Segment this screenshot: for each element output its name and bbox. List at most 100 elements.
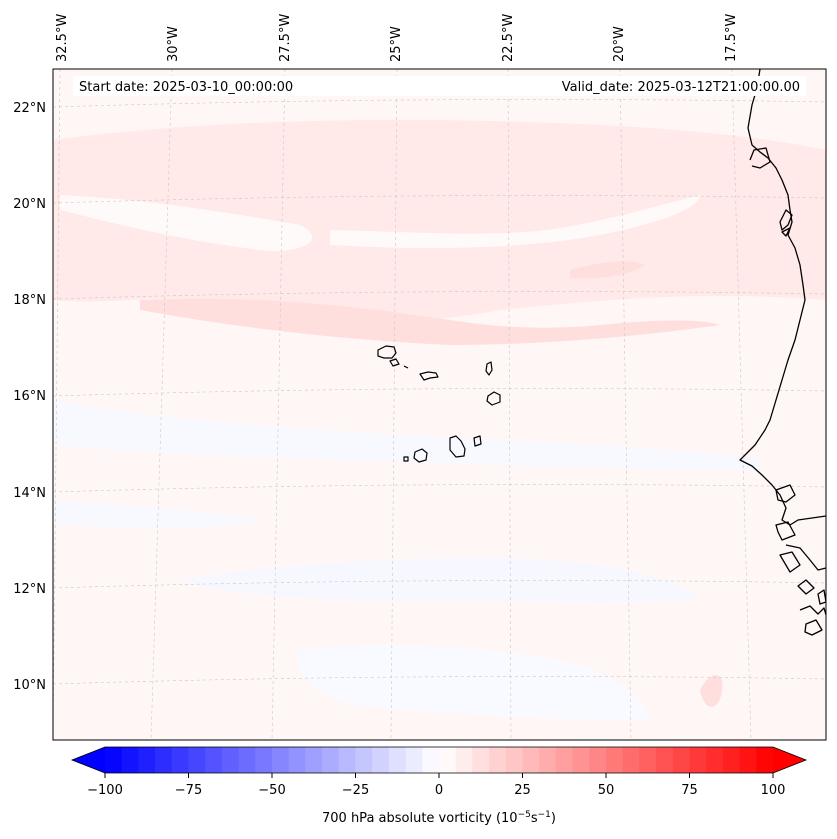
- lon-label: 25°W: [389, 26, 404, 62]
- colorbar-tick-label: −25: [342, 783, 369, 798]
- african-coastline: [739, 69, 826, 526]
- colorbar-segment: [689, 747, 707, 773]
- colorbar-segment: [305, 747, 323, 773]
- lat-label: 12°N: [13, 582, 46, 597]
- island-santa-luzia: [403, 365, 409, 369]
- colorbar-segment: [121, 747, 139, 773]
- gridline-lon: [507, 69, 512, 740]
- vorticity-negative-region: [297, 644, 650, 720]
- island-sao-nicolau: [419, 371, 439, 381]
- gridline-lat: [53, 484, 826, 493]
- colorbar-tick-label: 75: [681, 783, 698, 798]
- lat-label: 14°N: [13, 486, 46, 501]
- colorbar-tick-label: −50: [258, 783, 285, 798]
- colorbar-tick-label: −75: [175, 783, 202, 798]
- colorbar-segment: [439, 747, 457, 773]
- colorbar-segment: [455, 747, 473, 773]
- vorticity-negative-region: [180, 558, 700, 603]
- gridline-lon: [150, 69, 173, 740]
- lat-label: 10°N: [13, 678, 46, 693]
- colorbar-segment: [355, 747, 373, 773]
- colorbar-segment: [238, 747, 256, 773]
- colorbar-segment: [322, 747, 340, 773]
- colorbar-tick-labels: −100 −75 −50 −25 0 25 50 75 100: [87, 783, 785, 798]
- lon-label: 30°W: [166, 26, 181, 62]
- gridlines: [53, 69, 826, 740]
- colorbar-segment: [205, 747, 223, 773]
- colorbar-segment: [589, 747, 607, 773]
- colorbar-segment: [388, 747, 406, 773]
- vorticity-patch: [570, 261, 645, 279]
- island-sao-vicente: [389, 358, 400, 367]
- gridline-lat: [53, 195, 826, 204]
- vorticity-band-weak: [60, 195, 313, 251]
- colorbar-segment: [722, 747, 740, 773]
- lat-label: 18°N: [13, 293, 46, 308]
- gridline-lon: [619, 69, 632, 740]
- coastline-detail: [799, 605, 826, 616]
- colorbar-segment: [539, 747, 557, 773]
- colorbar-segment: [171, 747, 189, 773]
- colorbar-segment: [572, 747, 590, 773]
- colorbar-tick-label: 100: [761, 783, 786, 798]
- colorbar-segment: [288, 747, 306, 773]
- colorbar-tick-label: 0: [435, 783, 443, 798]
- coastline-detail: [817, 589, 826, 605]
- colorbar-segment: [656, 747, 674, 773]
- island-boa-vista: [486, 391, 501, 406]
- vorticity-negative-region: [53, 400, 760, 470]
- colorbar-segment: [622, 747, 640, 773]
- coastline-detail: [804, 619, 823, 636]
- map-frame: [52, 68, 827, 741]
- colorbar-segment: [639, 747, 657, 773]
- island-fogo: [413, 448, 428, 463]
- gridline-lat: [53, 676, 826, 685]
- valid-date-label: Valid_date: 2025-03-12T21:00:00.00: [562, 80, 800, 95]
- colorbar-segment: [472, 747, 490, 773]
- colorbar-segment: [756, 747, 774, 773]
- colorbar-segment: [338, 747, 356, 773]
- colorbar-segment: [672, 747, 690, 773]
- coastline-detail: [779, 551, 801, 573]
- lon-label: 20°W: [612, 26, 627, 62]
- colorbar-segment: [555, 747, 573, 773]
- coastline-detail: [749, 147, 771, 169]
- lon-label: 17.5°W: [724, 14, 739, 62]
- gridline-lat: [53, 580, 826, 589]
- colorbar-segment: [272, 747, 290, 773]
- gridline-lat: [53, 388, 826, 397]
- colorbar-tick-label: 25: [514, 783, 531, 798]
- coastline-detail: [785, 544, 826, 571]
- start-date-label: Start date: 2025-03-10_00:00:00: [79, 80, 293, 95]
- coastlines: [739, 69, 826, 636]
- colorbar-extend-high: [773, 747, 806, 773]
- lat-label: 22°N: [13, 101, 46, 116]
- island-santiago: [449, 435, 466, 458]
- vorticity-band-weak: [330, 195, 700, 248]
- coastline-detail: [781, 227, 791, 237]
- vorticity-band-north-strong: [140, 298, 720, 345]
- colorbar-segment: [155, 747, 173, 773]
- colorbar-segment: [221, 747, 239, 773]
- lat-label: 20°N: [13, 197, 46, 212]
- coastline-detail: [775, 484, 796, 503]
- colorbar-segment: [372, 747, 390, 773]
- island-brava: [403, 456, 409, 462]
- lon-label: 22.5°W: [501, 14, 516, 62]
- island-sal: [485, 361, 493, 376]
- colorbar-segment: [522, 747, 540, 773]
- colorbar-segment: [505, 747, 523, 773]
- colorbar-segment: [188, 747, 206, 773]
- colorbar-segment: [489, 747, 507, 773]
- vorticity-field: [53, 120, 826, 720]
- colorbar-segment: [255, 747, 273, 773]
- colorbar-segment: [739, 747, 757, 773]
- gridline-lat: [53, 291, 826, 300]
- gridline-lon: [390, 69, 398, 740]
- coastline-detail: [779, 209, 793, 231]
- colorbar-ticks: [104, 773, 774, 778]
- coastline-detail: [775, 521, 796, 541]
- colorbar-segment: [405, 747, 423, 773]
- colorbar-label: 700 hPa absolute vorticity (10−5s−1): [322, 810, 556, 826]
- colorbar-segment: [422, 747, 440, 773]
